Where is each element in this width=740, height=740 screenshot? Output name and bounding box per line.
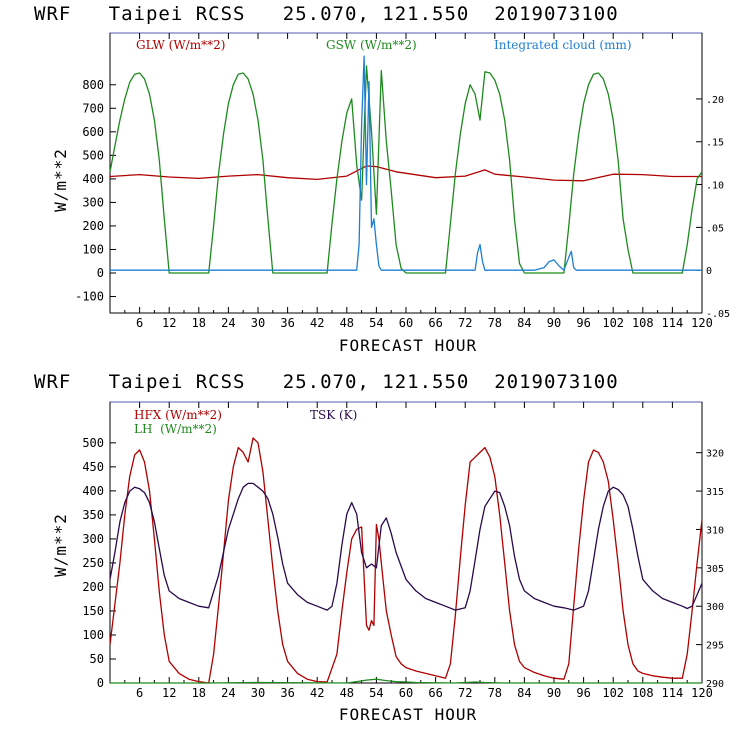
y-tick-label: 250 <box>82 556 104 570</box>
y-tick-label: 350 <box>82 508 104 522</box>
y2-tick-label: 295 <box>706 641 724 652</box>
y2-tick-label: .10 <box>706 181 724 192</box>
series-line-hfx-bottom <box>109 437 703 684</box>
y-tick-label: 50 <box>90 652 104 666</box>
x-tick-label: 24 <box>221 316 235 330</box>
y2-tick-label: 305 <box>706 564 724 575</box>
x-tick-label: 66 <box>428 316 442 330</box>
x-tick-label: 84 <box>517 686 531 700</box>
x-axis-label-bottom: FORECAST HOUR <box>339 705 477 724</box>
y2-tick-label: 310 <box>706 525 724 536</box>
y-axis-label-bottom: W/m**2 <box>51 513 70 577</box>
y-tick-label: 500 <box>82 148 104 162</box>
y-tick-label: 300 <box>82 532 104 546</box>
x-tick-label: 18 <box>192 686 206 700</box>
chart-title-top: WRF Taipei RCSS 25.070, 121.550 20190731… <box>34 3 619 25</box>
x-tick-label: 30 <box>251 316 265 330</box>
y-tick-label: 100 <box>82 628 104 642</box>
x-tick-label: 60 <box>399 686 413 700</box>
x-tick-label: 36 <box>280 316 294 330</box>
y-tick-label: 400 <box>82 484 104 498</box>
x-tick-label: 90 <box>547 316 561 330</box>
series-line-gsw-top <box>109 65 703 274</box>
plot-frame-bottom <box>109 401 703 684</box>
y2-tick-label: 315 <box>706 487 724 498</box>
x-tick-label: 78 <box>488 316 502 330</box>
y-tick-label: 300 <box>82 195 104 209</box>
y2-tick-label: 320 <box>706 449 724 460</box>
x-tick-label: 78 <box>488 686 502 700</box>
x-axis-label-top: FORECAST HOUR <box>339 336 477 355</box>
x-tick-label: 72 <box>458 686 472 700</box>
x-tick-label: 42 <box>310 686 324 700</box>
plot-layer: 6 12 18 24 30 36 42 48 54 60 66 72 78 84 90 96 102 108 114… <box>75 32 730 700</box>
y-tick-label: 400 <box>82 172 104 186</box>
y2-tick-label: 300 <box>706 602 724 613</box>
series-line-tsk-bottom <box>109 482 703 611</box>
x-tick-label: 114 <box>662 316 684 330</box>
x-tick-label: 54 <box>369 316 383 330</box>
x-tick-label: 48 <box>340 686 354 700</box>
y-tick-label: 450 <box>82 460 104 474</box>
x-tick-label: 84 <box>517 316 531 330</box>
y-tick-label: 200 <box>82 219 104 233</box>
x-tick-label: 12 <box>162 686 176 700</box>
x-tick-label: 108 <box>632 686 654 700</box>
x-tick-label: 102 <box>602 686 624 700</box>
x-tick-label: 66 <box>428 686 442 700</box>
y-tick-label: 0 <box>97 676 104 690</box>
x-tick-label: 54 <box>369 686 383 700</box>
panel-bottom: 6 12 18 24 30 36 42 48 54 60 66 72 78 84 90 96 102 108 114… <box>82 401 724 700</box>
series-line-glw-top <box>109 165 702 182</box>
panel-top: 6 12 18 24 30 36 42 48 54 60 66 72 78 84 90 96 102 108 114… <box>75 32 730 330</box>
x-tick-label: 36 <box>280 686 294 700</box>
series-line-lh-bottom <box>110 678 702 684</box>
y-tick-label: -100 <box>75 290 104 304</box>
x-tick-label: 96 <box>576 686 590 700</box>
legend-glw: GLW (W/m**2) <box>136 38 225 52</box>
x-tick-label: 6 <box>136 316 143 330</box>
y-tick-label: 100 <box>82 242 104 256</box>
x-tick-label: 24 <box>221 686 235 700</box>
y-tick-label: 200 <box>82 580 104 594</box>
y-tick-label: 500 <box>82 436 104 450</box>
y-axis-label-top: W/m**2 <box>51 148 70 212</box>
x-tick-label: 96 <box>576 316 590 330</box>
x-tick-label: 90 <box>547 686 561 700</box>
x-tick-label: 102 <box>602 316 624 330</box>
y2-tick-label: -.05 <box>706 309 730 320</box>
y-tick-label: 150 <box>82 604 104 618</box>
series-line-integrated-top <box>110 55 702 271</box>
x-tick-label: 12 <box>162 316 176 330</box>
x-tick-label: 108 <box>632 316 654 330</box>
y2-tick-label: 290 <box>706 679 724 690</box>
x-tick-label: 72 <box>458 316 472 330</box>
x-tick-label: 60 <box>399 316 413 330</box>
y-tick-label: 0 <box>97 266 104 280</box>
x-tick-label: 18 <box>192 316 206 330</box>
y2-tick-label: .20 <box>706 95 724 106</box>
legend-gsw: GSW (W/m**2) <box>326 38 417 52</box>
x-tick-label: 30 <box>251 686 265 700</box>
x-tick-label: 120 <box>691 686 713 700</box>
x-tick-label: 114 <box>662 686 684 700</box>
y-tick-label: 800 <box>82 78 104 92</box>
legend-lh: LH (W/m**2) <box>134 422 217 436</box>
y-tick-label: 700 <box>82 101 104 115</box>
y2-tick-label: .15 <box>706 138 724 149</box>
legend-integrated-cloud: Integrated cloud (mm) <box>494 38 632 52</box>
x-tick-label: 6 <box>136 686 143 700</box>
y-tick-label: 600 <box>82 125 104 139</box>
y2-tick-label: .05 <box>706 223 724 234</box>
y2-tick-label: 0 <box>706 266 712 277</box>
x-tick-label: 120 <box>691 316 713 330</box>
x-tick-label: 48 <box>340 316 354 330</box>
chart-title-bottom: WRF Taipei RCSS 25.070, 121.550 20190731… <box>34 371 619 393</box>
legend-tsk: TSK (K) <box>310 408 357 422</box>
legend-hfx: HFX (W/m**2) <box>134 408 222 422</box>
x-tick-label: 42 <box>310 316 324 330</box>
